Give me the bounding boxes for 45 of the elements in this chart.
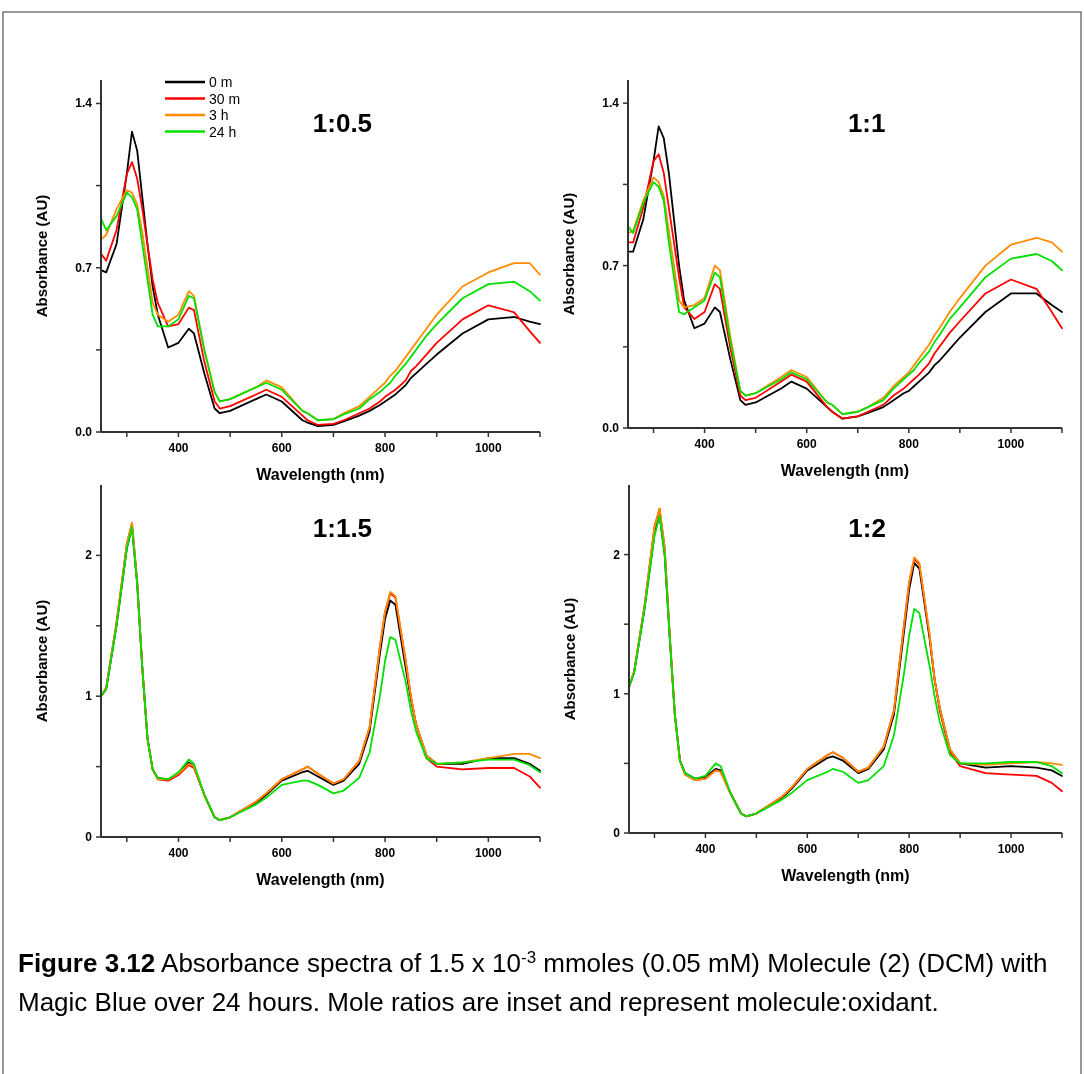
x-axis-title: Wavelength (nm) bbox=[781, 867, 910, 884]
text: 1:1 bbox=[847, 108, 886, 138]
y-tick-label: 0 bbox=[85, 830, 93, 844]
x-tick-label: 400 bbox=[168, 846, 189, 860]
y-tick-label: 0.0 bbox=[75, 425, 93, 439]
y-tick-label: 1 bbox=[85, 689, 93, 704]
text: 1:0.5 bbox=[312, 108, 373, 138]
x-tick-label: 1000 bbox=[997, 842, 1025, 856]
x-tick-label: 800 bbox=[375, 441, 396, 455]
y-tick-label: 1 bbox=[613, 686, 621, 701]
x-tick-label: 800 bbox=[375, 846, 396, 860]
y-tick-label: 0.0 bbox=[602, 421, 620, 435]
x-tick-label: 600 bbox=[271, 441, 293, 455]
x-tick-label: 1000 bbox=[997, 437, 1025, 451]
x-axis-title: Wavelength (nm) bbox=[780, 462, 910, 479]
x-tick-label: 800 bbox=[899, 842, 920, 856]
y-axis-title: Absorbance (AU) bbox=[33, 599, 50, 723]
x-tick-label: 600 bbox=[796, 437, 818, 451]
x-tick-label: 400 bbox=[694, 437, 715, 451]
x-tick-label: 1000 bbox=[475, 846, 503, 860]
y-tick-label: 1.4 bbox=[75, 96, 93, 111]
y-tick-label: 0.7 bbox=[602, 258, 620, 273]
x-tick-label: 800 bbox=[898, 437, 920, 451]
y-axis-title: Absorbance (AU) bbox=[33, 194, 50, 318]
x-tick-label: 400 bbox=[168, 441, 189, 455]
y-axis-title: Absorbance (AU) bbox=[560, 192, 577, 316]
y-tick-label: 0.7 bbox=[75, 260, 93, 275]
text: Figure 3.12 Absorbance spectra of 1.5 x 10$^{-3}$ mmoles (0.05 mM) Molecule (2) (DCM) with Magic Blue over 24 hours. Mole ratios are inset and represent molecule:oxidant. bbox=[18, 947, 1048, 1017]
x-axis-title: Wavelength (nm) bbox=[256, 871, 385, 888]
text: 1:1.5 bbox=[312, 513, 373, 543]
legend-label: 24 h bbox=[209, 123, 237, 140]
y-tick-label: 2 bbox=[613, 547, 621, 562]
y-tick-label: 0 bbox=[613, 826, 621, 840]
x-axis-title: Wavelength (nm) bbox=[256, 466, 385, 483]
x-tick-label: 400 bbox=[695, 842, 716, 856]
y-tick-label: 2 bbox=[85, 548, 93, 563]
legend-label: 3 h bbox=[209, 107, 229, 123]
y-axis-title: Absorbance (AU) bbox=[561, 597, 578, 721]
text: 1:2 bbox=[848, 513, 886, 543]
legend-label: 30 m bbox=[209, 90, 241, 107]
x-tick-label: 1000 bbox=[475, 441, 503, 455]
y-tick-label: 1.4 bbox=[602, 96, 620, 111]
x-tick-label: 600 bbox=[271, 846, 293, 860]
x-tick-label: 600 bbox=[797, 842, 818, 856]
legend-label: 0 m bbox=[209, 74, 233, 90]
